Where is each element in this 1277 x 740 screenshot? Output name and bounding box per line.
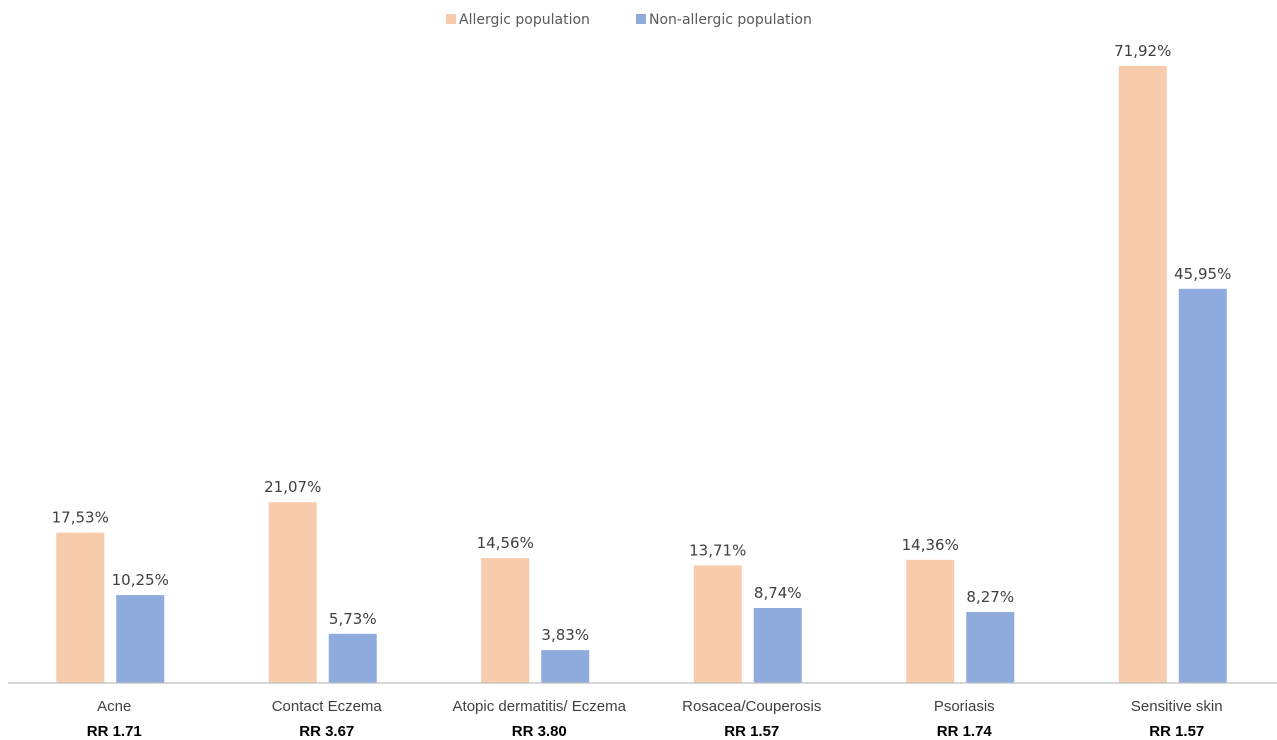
value-label-allergic-sensitive-skin: 71,92% [1114, 42, 1171, 60]
rr-label-rosacea-couperosis: RR 1.57 [724, 723, 779, 740]
category-label-rosacea-couperosis: Rosacea/Couperosis [682, 698, 821, 715]
bar-allergic-contact-eczema [268, 502, 317, 683]
legend: Allergic population Non-allergic populat… [446, 12, 812, 28]
category-label-acne: Acne [97, 698, 131, 715]
value-label-allergic-rosacea-couperosis: 13,71% [689, 541, 746, 559]
value-label-allergic-acne: 17,53% [52, 509, 109, 527]
value-label-allergic-psoriasis: 14,36% [902, 536, 959, 554]
bar-allergic-psoriasis [906, 559, 955, 683]
bar-non-allergic-psoriasis [966, 612, 1015, 683]
value-label-non-allergic-contact-eczema: 5,73% [329, 610, 377, 628]
value-label-allergic-contact-eczema: 21,07% [264, 478, 321, 496]
bar-allergic-atopic-dermatitis-eczema [481, 558, 530, 683]
value-label-non-allergic-sensitive-skin: 45,95% [1174, 265, 1231, 283]
value-label-allergic-atopic-dermatitis-eczema: 14,56% [477, 534, 534, 552]
bar-allergic-rosacea-couperosis [693, 565, 742, 683]
value-label-non-allergic-psoriasis: 8,27% [966, 588, 1014, 606]
category-label-contact-eczema: Contact Eczema [272, 698, 383, 715]
legend-label-allergic: Allergic population [459, 12, 590, 28]
category-label-psoriasis: Psoriasis [934, 698, 995, 715]
bar-non-allergic-rosacea-couperosis [753, 608, 802, 683]
bar-non-allergic-sensitive-skin [1178, 288, 1227, 683]
rr-label-acne: RR 1.71 [87, 723, 142, 740]
bar-non-allergic-atopic-dermatitis-eczema [541, 650, 590, 683]
bar-non-allergic-acne [116, 595, 165, 683]
x-axis-labels: Acne RR 1.71 Contact Eczema RR 3.67 Atopic d… [87, 698, 1223, 740]
value-label-non-allergic-rosacea-couperosis: 8,74% [754, 584, 802, 602]
value-label-non-allergic-atopic-dermatitis-eczema: 3,83% [541, 626, 589, 644]
legend-swatch-allergic [446, 14, 456, 24]
legend-swatch-non-allergic [636, 14, 646, 24]
bar-non-allergic-contact-eczema [328, 633, 377, 683]
plot-area: 17,53% 10,25% 21,07% 5,73% 14,56% 3,83% 13,71%… [52, 42, 1231, 683]
bar-allergic-acne [56, 532, 105, 683]
category-label-atopic-dermatitis-eczema: Atopic dermatitis/ Eczema [453, 698, 627, 715]
legend-label-non-allergic: Non-allergic population [649, 12, 812, 28]
rr-label-contact-eczema: RR 3.67 [299, 723, 354, 740]
bar-allergic-sensitive-skin [1118, 66, 1167, 683]
value-label-non-allergic-acne: 10,25% [112, 571, 169, 589]
rr-label-atopic-dermatitis-eczema: RR 3.80 [512, 723, 567, 740]
category-label-sensitive-skin: Sensitive skin [1131, 698, 1223, 715]
rr-label-sensitive-skin: RR 1.57 [1149, 723, 1204, 740]
rr-label-psoriasis: RR 1.74 [937, 723, 993, 740]
